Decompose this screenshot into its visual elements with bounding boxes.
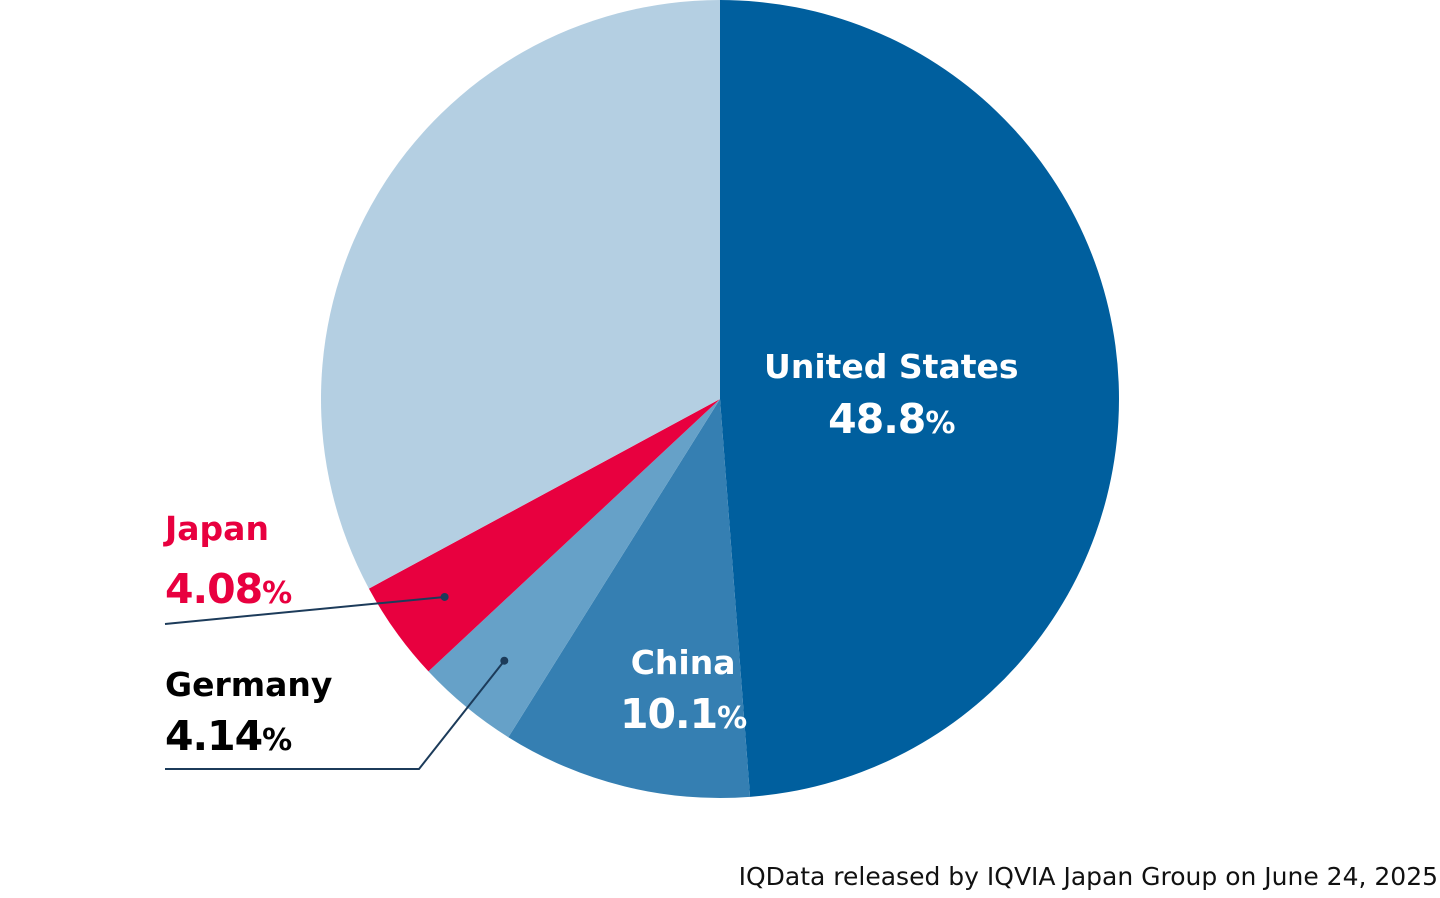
label-united-states-name: United States xyxy=(764,347,1018,386)
pie-slice-china xyxy=(508,399,751,798)
pie-slice-united-states xyxy=(720,0,1119,797)
label-united-states-value: 48.8% xyxy=(828,395,955,443)
leader-line-japan xyxy=(164,595,445,625)
leader-lines xyxy=(164,592,509,770)
leader-dot-germany xyxy=(500,656,509,665)
source-note: IQData released by IQVIA Japan Group on … xyxy=(738,862,1438,891)
label-china-value: 10.1% xyxy=(620,690,747,738)
label-japan-name: Japan xyxy=(163,509,269,548)
label-germany-name: Germany xyxy=(165,665,332,704)
leader-dot-japan xyxy=(440,592,449,601)
label-china-name: China xyxy=(631,643,736,682)
pie-slices xyxy=(321,0,1119,798)
pie-slice-germany xyxy=(428,399,720,738)
slice-labels: United States 48.8% China 10.1% Germany 4.14%… xyxy=(163,347,1019,760)
leader-line-germany xyxy=(165,660,506,770)
label-japan-value: 4.08% xyxy=(165,565,292,613)
pie-slice-japan xyxy=(368,399,720,672)
pie-slice-other xyxy=(321,0,720,589)
label-germany-value: 4.14% xyxy=(165,712,292,760)
